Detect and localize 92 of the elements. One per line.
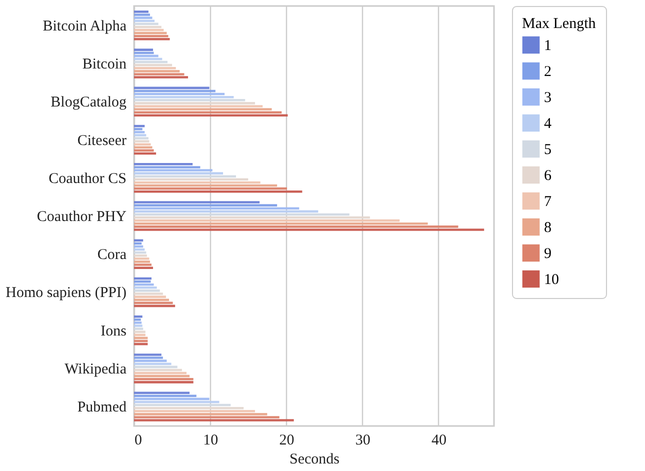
y-tick-label: Homo sapiens (PPI): [6, 285, 127, 302]
bar: [134, 354, 162, 356]
y-tick-label: Wikipedia: [64, 361, 127, 378]
bar: [134, 76, 188, 78]
x-tick-label: 0: [134, 432, 142, 448]
bar: [134, 286, 157, 289]
bar: [134, 38, 170, 40]
bar: [134, 207, 300, 210]
legend-label: 2: [544, 64, 552, 80]
bar: [134, 201, 260, 204]
bar: [134, 108, 272, 110]
bar: [134, 131, 145, 134]
bar: [134, 392, 190, 394]
bar: [134, 296, 166, 298]
legend-label: 6: [544, 168, 552, 184]
y-tick-label: Ions: [100, 323, 127, 340]
bar: [134, 328, 144, 330]
y-tick-label: Cora: [97, 247, 127, 264]
y-tick-label: Citeseer: [77, 132, 126, 149]
bar: [134, 258, 150, 260]
bar: [134, 34, 168, 38]
bar: [134, 260, 150, 263]
bar: [134, 105, 263, 108]
bar: [134, 292, 163, 295]
bar: [134, 394, 196, 398]
bar: [134, 266, 154, 269]
bar: [134, 73, 184, 76]
legend-label: 3: [544, 90, 552, 106]
y-tick-label: Coauthor PHY: [36, 209, 127, 225]
bar: [134, 356, 163, 359]
bar: [134, 324, 142, 327]
bar: [134, 14, 150, 16]
bar: [134, 315, 142, 318]
bar: [134, 66, 176, 70]
x-tick-label: 30: [355, 432, 370, 448]
bar: [134, 416, 280, 418]
x-tick-label: 10: [203, 432, 218, 448]
legend-label: 5: [544, 142, 552, 158]
bar: [134, 330, 146, 334]
bar: [134, 172, 224, 174]
legend-label: 1: [544, 38, 552, 54]
bar: [134, 143, 151, 146]
bar: [134, 163, 193, 166]
bar: [134, 52, 154, 54]
bar: [134, 70, 180, 72]
legend-title: Max Length: [522, 16, 596, 32]
y-tick-label: Pubmed: [77, 400, 127, 416]
bar: [134, 360, 167, 362]
bar: [134, 222, 428, 225]
bar: [134, 410, 256, 412]
y-tick-label: Bitcoin Alpha: [42, 18, 127, 34]
legend-label: 7: [544, 194, 552, 210]
legend-label: 4: [544, 116, 552, 132]
bar: [134, 114, 288, 117]
bar: [134, 134, 146, 136]
bar: [134, 140, 150, 142]
bar: [134, 228, 484, 231]
bar: [134, 98, 246, 102]
bar: [134, 204, 278, 206]
bar: [134, 111, 282, 114]
bar: [134, 419, 294, 422]
bar: [134, 102, 256, 104]
bar: [134, 381, 194, 384]
bar: [134, 362, 172, 366]
x-tick-label: 20: [279, 432, 294, 448]
bar: [134, 239, 144, 242]
bar: [134, 10, 148, 13]
bar: [134, 378, 194, 380]
bar: [134, 190, 302, 193]
bar: [134, 16, 152, 19]
y-tick-label: Coauthor CS: [48, 170, 126, 187]
legend-label: 8: [544, 220, 552, 236]
y-tick-label: Bitcoin: [82, 56, 127, 73]
x-tick-label: 40: [431, 432, 446, 448]
x-axis-title: Seconds: [290, 452, 340, 468]
bar: [134, 254, 147, 257]
bar: [134, 137, 148, 140]
y-tick-label: BlogCatalog: [50, 94, 127, 111]
bar: [134, 318, 141, 321]
bar: [134, 166, 200, 168]
bar: [134, 175, 236, 178]
bar: [134, 48, 154, 51]
bar: [134, 20, 155, 22]
bar: [134, 298, 170, 301]
bar: [134, 226, 458, 228]
bar: [134, 413, 268, 416]
bar: [134, 290, 160, 292]
legend-label: 9: [544, 246, 552, 262]
bar: [134, 322, 142, 324]
legend-label: 10: [544, 272, 559, 288]
bar: [134, 169, 212, 172]
bar: [134, 264, 152, 266]
